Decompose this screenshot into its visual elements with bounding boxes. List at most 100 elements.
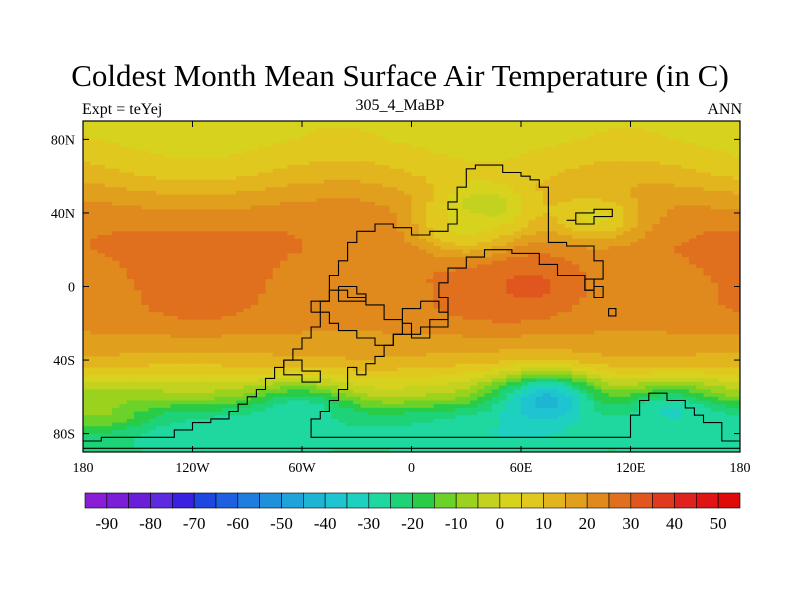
- field-cell: [97, 132, 106, 137]
- field-cell: [148, 231, 157, 236]
- field-cell: [331, 205, 340, 210]
- field-cell: [382, 209, 391, 214]
- field-cell: [469, 238, 478, 243]
- field-cell: [265, 242, 274, 247]
- field-cell: [360, 154, 369, 159]
- field-cell: [550, 194, 559, 199]
- field-cell: [484, 128, 493, 133]
- field-cell: [316, 268, 325, 273]
- field-cell: [645, 176, 653, 181]
- field-cell: [426, 297, 434, 302]
- field-cell: [126, 146, 135, 152]
- field-cell: [126, 275, 135, 280]
- field-cell: [652, 271, 661, 277]
- field-cell: [659, 205, 668, 210]
- field-cell: [97, 150, 106, 155]
- field-cell: [338, 220, 347, 225]
- field-cell: [426, 290, 434, 295]
- field-cell: [396, 121, 405, 126]
- field-cell: [542, 190, 551, 196]
- field-cell: [696, 146, 705, 152]
- field-cell: [250, 242, 259, 247]
- field-cell: [674, 293, 683, 299]
- field-cell: [309, 183, 318, 188]
- field-cell: [703, 293, 712, 299]
- field-cell: [375, 223, 383, 229]
- field-cell: [323, 139, 332, 144]
- field-cell: [141, 253, 150, 258]
- field-cell: [83, 308, 91, 313]
- field-cell: [192, 128, 201, 133]
- field-cell: [126, 279, 135, 284]
- field-cell: [199, 301, 208, 306]
- field-cell: [696, 172, 705, 177]
- field-cell: [134, 132, 142, 137]
- field-cell: [229, 235, 237, 240]
- field-cell: [185, 238, 194, 243]
- field-cell: [513, 271, 522, 277]
- field-cell: [564, 271, 573, 277]
- field-cell: [535, 231, 544, 236]
- field-cell: [309, 223, 318, 229]
- field-cell: [302, 165, 310, 170]
- field-cell: [236, 187, 245, 192]
- field-cell: [477, 242, 486, 247]
- field-cell: [645, 282, 653, 288]
- field-cell: [623, 205, 632, 210]
- field-cell: [637, 150, 646, 155]
- field-cell: [272, 323, 281, 328]
- field-cell: [710, 264, 719, 269]
- field-cell: [207, 223, 215, 229]
- field-cell: [309, 249, 318, 254]
- field-cell: [338, 323, 347, 328]
- field-cell: [688, 282, 697, 288]
- field-cell: [404, 268, 413, 273]
- field-cell: [630, 135, 639, 140]
- field-cell: [623, 242, 632, 247]
- field-cell: [389, 264, 398, 269]
- field-cell: [469, 286, 478, 291]
- field-cell: [353, 227, 361, 232]
- field-cell: [199, 275, 208, 280]
- field-cell: [316, 227, 325, 232]
- field-cell: [455, 121, 464, 126]
- field-cell: [433, 268, 442, 273]
- field-cell: [316, 257, 325, 262]
- field-cell: [294, 183, 303, 188]
- field-cell: [90, 168, 99, 174]
- field-cell: [83, 161, 91, 166]
- field-cell: [645, 223, 653, 229]
- field-cell: [382, 286, 391, 291]
- field-cell: [207, 253, 215, 258]
- field-cell: [484, 121, 493, 126]
- field-cell: [265, 253, 274, 258]
- field-cell: [499, 143, 507, 148]
- field-cell: [630, 246, 639, 251]
- field-cell: [637, 312, 646, 317]
- field-cell: [287, 301, 296, 306]
- field-cell: [572, 279, 580, 284]
- field-cell: [141, 268, 150, 273]
- field-cell: [331, 146, 340, 152]
- field-cell: [623, 216, 632, 221]
- field-cell: [360, 121, 369, 126]
- field-cell: [272, 260, 281, 266]
- field-cell: [316, 264, 325, 269]
- field-cell: [411, 179, 420, 185]
- field-cell: [732, 308, 740, 313]
- field-cell: [433, 253, 442, 258]
- field-cell: [506, 260, 515, 266]
- field-cell: [725, 143, 734, 148]
- field-cell: [499, 157, 507, 163]
- field-cell: [214, 165, 223, 170]
- field-cell: [104, 260, 113, 266]
- field-cell: [572, 275, 580, 280]
- field-cell: [630, 121, 639, 126]
- field-cell: [258, 121, 267, 126]
- field-cell: [119, 315, 128, 321]
- field-cell: [309, 264, 318, 269]
- field-cell: [703, 172, 712, 177]
- field-cell: [477, 146, 486, 152]
- field-cell: [462, 304, 471, 310]
- field-cell: [718, 128, 726, 133]
